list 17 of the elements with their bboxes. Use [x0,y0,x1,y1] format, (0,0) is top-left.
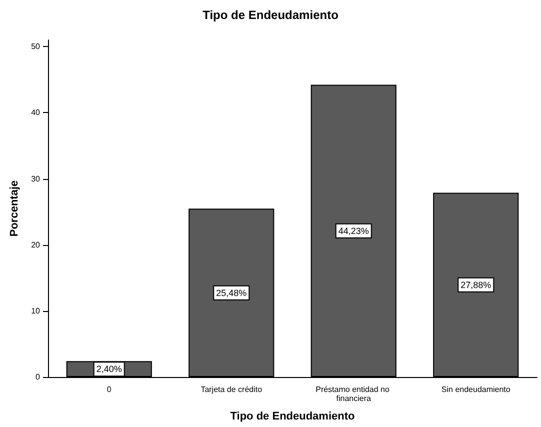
x-tick-label: Tarjeta de crédito [200,385,263,394]
x-tick-label: Préstamo entidad no financiera [316,385,392,403]
data-label: 25,48% [216,288,247,298]
y-tick-label: 40 [31,108,41,118]
x-tick-label: 0 [106,385,112,394]
y-tick-label: 20 [31,240,41,250]
data-label: 2,40% [96,364,122,374]
x-axis-title: Tipo de Endeudamiento [230,410,356,422]
y-tick-label: 30 [31,174,41,184]
chart-title: Tipo de Endeudamiento [202,8,338,22]
data-label: 27,88% [460,280,492,290]
y-tick-label: 50 [31,42,41,52]
data-label: 44,23% [338,226,369,236]
y-axis-title: Porcentaje [8,180,20,237]
y-tick-label: 10 [31,306,41,316]
y-tick-label: 0 [36,372,41,382]
x-tick-label: Sin endeudamiento [441,385,511,394]
